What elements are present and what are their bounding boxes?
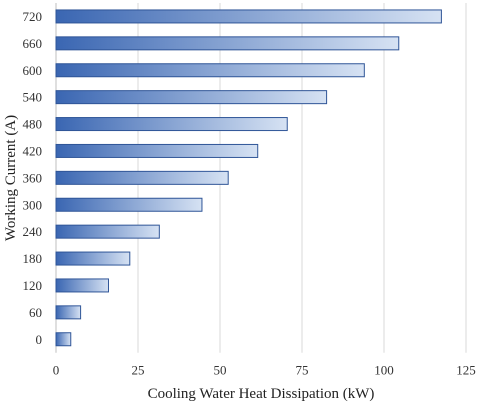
y-tick-label: 60: [29, 305, 42, 320]
x-tick-labels: 0 25 50 75 100 125: [53, 363, 476, 378]
bar-300: [55, 197, 203, 212]
x-tick-label: 0: [53, 363, 60, 378]
bar-240: [55, 224, 160, 239]
y-tick-label: 120: [23, 278, 43, 293]
bar-660: [55, 36, 400, 51]
y-tick-label: 420: [23, 143, 43, 158]
y-axis-title: Working Current (A): [3, 115, 19, 241]
bar-120: [55, 278, 109, 293]
x-tick-label: 100: [374, 363, 394, 378]
y-tick-label: 600: [23, 63, 43, 78]
x-tick-label: 75: [296, 363, 309, 378]
y-tick-label: 240: [23, 224, 43, 239]
bar-600: [55, 63, 365, 78]
y-tick-label: 660: [23, 36, 43, 51]
bar-360: [55, 170, 229, 185]
y-tick-label: 540: [23, 90, 43, 105]
x-tick-label: 125: [456, 363, 476, 378]
y-tick-label: 360: [23, 170, 43, 185]
y-tick-label: 300: [23, 197, 43, 212]
bar-60: [55, 305, 82, 320]
bar-420: [55, 143, 259, 158]
bar-layer: [55, 9, 442, 347]
x-tick-label: 50: [214, 363, 227, 378]
bar-0: [55, 332, 72, 347]
y-tick-label: 480: [23, 117, 43, 132]
x-tick-label: 25: [132, 363, 145, 378]
bar-180: [55, 251, 131, 266]
y-tick-label: 720: [23, 9, 43, 24]
y-tick-label: 180: [23, 251, 43, 266]
bar-480: [55, 117, 288, 132]
x-axis-title: Cooling Water Heat Dissipation (kW): [148, 386, 375, 402]
y-tick-label: 0: [36, 332, 43, 347]
bar-720: [55, 9, 442, 24]
y-tick-labels: 0 60 120 180 240 300 360 420 480 540 600 660 720: [23, 9, 43, 347]
bar-540: [55, 90, 328, 105]
